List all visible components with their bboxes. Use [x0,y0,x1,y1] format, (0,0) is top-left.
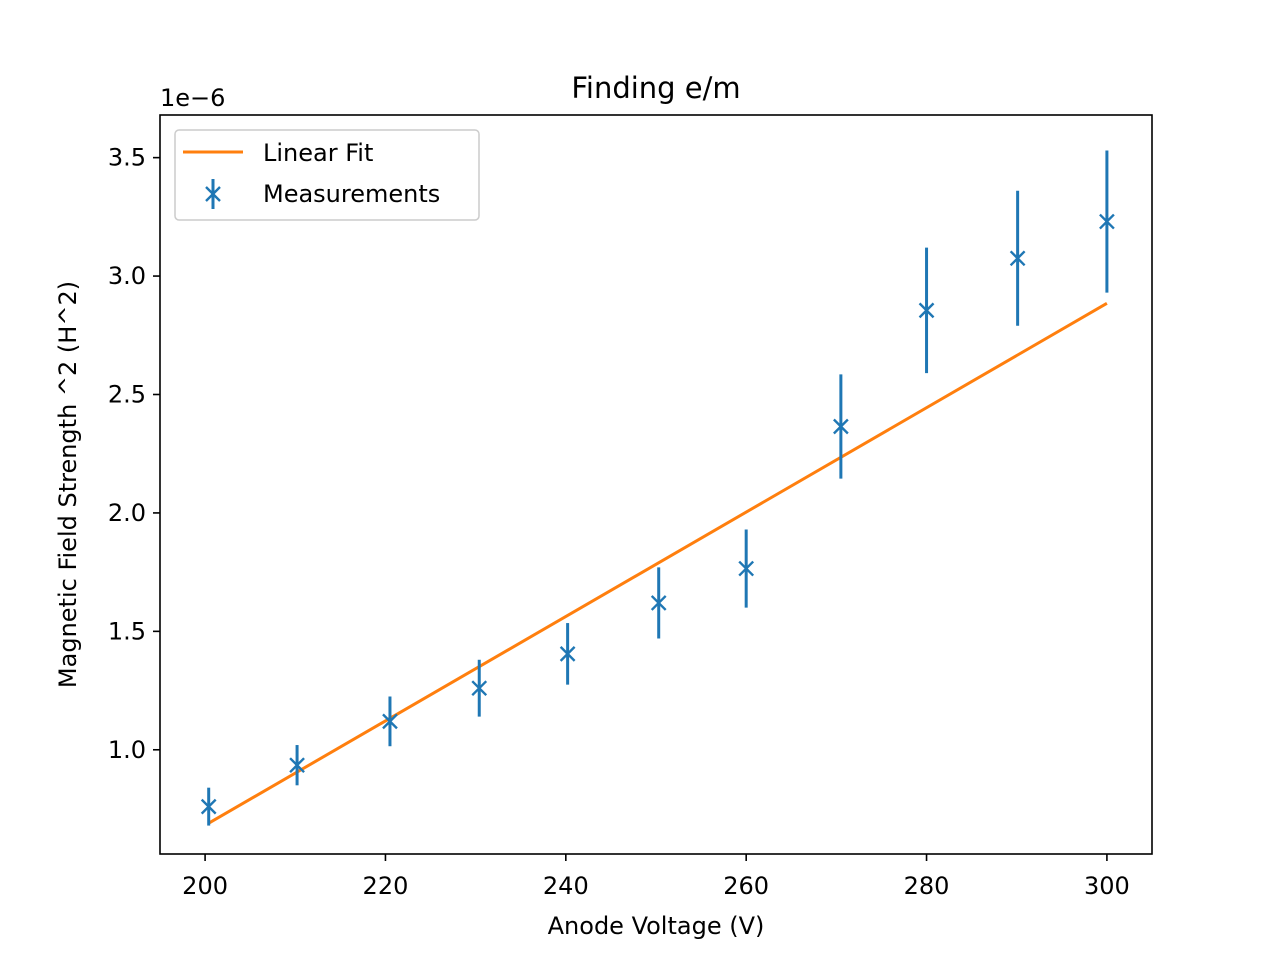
measurement-point [471,659,488,717]
x-marker-stroke [559,646,576,662]
y-tick-label: 1.0 [108,736,146,764]
legend-measurements-label: Measurements [263,180,440,208]
x-tick-label: 240 [543,872,589,900]
y-axis-label: Magnetic Field Strength ^2 (H^2) [54,281,82,688]
y-offset-label: 1e−6 [160,84,225,112]
x-marker-stroke [1009,250,1026,267]
x-tick-label: 300 [1084,872,1130,900]
x-marker-stroke [650,595,667,611]
legend-measurements-swatch [205,179,221,209]
measurement-point [382,696,398,747]
x-tick-label: 260 [723,872,769,900]
y-tick-label: 3.0 [108,262,146,290]
x-tick-label: 220 [363,872,409,900]
measurement-point [833,374,849,479]
y-tick-label: 2.0 [108,499,146,527]
y-tick-label: 3.5 [108,144,146,172]
x-axis-label: Anode Voltage (V) [548,912,765,940]
y-axis-ticks: 1.0 1.5 2.0 2.5 3.0 3.5 [108,144,160,764]
measurement-point [559,623,576,685]
x-marker-stroke [833,418,849,435]
legend-linear-fit-label: Linear Fit [263,139,373,167]
x-tick-label: 280 [904,872,950,900]
x-marker-stroke [1099,213,1115,230]
measurements-layer [200,150,1115,826]
legend-x-marker-stroke [205,186,221,202]
y-tick-label: 2.5 [108,380,146,408]
measurement-point [1009,190,1026,326]
measurement-point [650,567,667,639]
measurement-point [200,787,217,826]
x-tick-label: 200 [182,872,228,900]
x-marker-stroke [200,798,217,815]
x-marker-stroke [382,713,398,730]
legend-box [174,129,480,221]
measurement-point [738,529,755,608]
chart-title: Finding e/m [571,71,740,105]
fit-line-layer [207,302,1108,825]
x-marker-stroke [738,560,755,577]
x-marker-stroke [918,302,935,319]
x-marker-stroke [289,757,305,774]
measurement-point [918,247,935,374]
x-marker-stroke [471,680,488,697]
linear-fit-line [207,302,1108,825]
legend: Linear Fit Measurements [174,129,480,221]
x-axis-ticks: 200 220 240 260 280 300 [182,854,1130,900]
plot-area [160,115,1152,854]
y-tick-label: 1.5 [108,617,146,645]
measurement-point [289,745,305,786]
plot-frame [159,114,1153,855]
measurement-point [1099,150,1115,293]
